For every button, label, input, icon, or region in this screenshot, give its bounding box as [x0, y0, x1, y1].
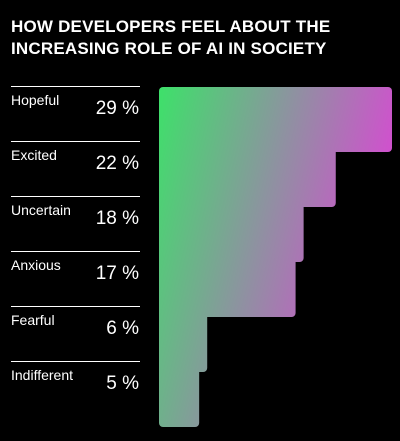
rows-group: Hopeful 29 % Excited 22 % Uncertain 18 % Anxio…: [11, 86, 140, 394]
category-label-anxious: Anxious: [11, 257, 61, 273]
bar-uncertain: [159, 197, 304, 262]
bar-indifferent: [159, 362, 200, 427]
value-label-excited: 22 %: [96, 153, 139, 174]
chart-title-line-1: HOW DEVELOPERS FEEL ABOUT THE: [11, 17, 331, 36]
category-label-hopeful: Hopeful: [11, 92, 59, 108]
chart-title: HOW DEVELOPERS FEEL ABOUT THE INCREASING…: [11, 16, 391, 60]
bar-fearful: [159, 307, 208, 372]
value-label-hopeful: 29 %: [96, 98, 139, 119]
category-label-uncertain: Uncertain: [11, 202, 71, 218]
bar-excited: [159, 142, 336, 207]
value-label-uncertain: 18 %: [96, 208, 139, 229]
category-label-excited: Excited: [11, 147, 57, 163]
value-label-anxious: 17 %: [96, 263, 139, 284]
category-label-fearful: Fearful: [11, 312, 55, 328]
category-label-indifferent: Indifferent: [11, 367, 73, 383]
value-label-indifferent: 5 %: [106, 373, 139, 394]
bar-hopeful: [159, 87, 392, 152]
value-label-fearful: 6 %: [106, 318, 139, 339]
bars-group: [159, 87, 392, 427]
chart-title-line-2: INCREASING ROLE OF AI IN SOCIETY: [11, 39, 327, 58]
bar-anxious: [159, 252, 296, 317]
